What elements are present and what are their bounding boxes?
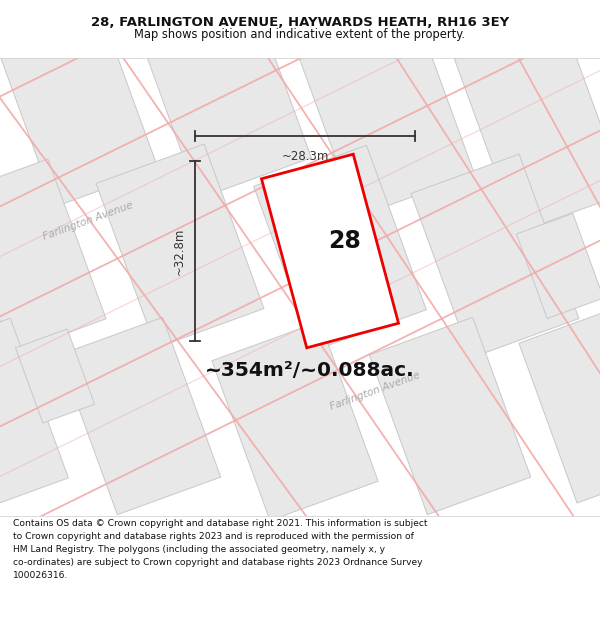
- Polygon shape: [0, 318, 68, 514]
- Polygon shape: [411, 154, 579, 358]
- Polygon shape: [262, 154, 398, 348]
- Polygon shape: [0, 159, 106, 353]
- Polygon shape: [139, 0, 311, 199]
- Polygon shape: [369, 318, 531, 514]
- Text: ~32.8m: ~32.8m: [173, 228, 186, 275]
- Polygon shape: [59, 318, 221, 514]
- Polygon shape: [212, 321, 378, 521]
- Polygon shape: [295, 5, 475, 217]
- Text: 28, FARLINGTON AVENUE, HAYWARDS HEATH, RH16 3EY: 28, FARLINGTON AVENUE, HAYWARDS HEATH, R…: [91, 16, 509, 29]
- Text: ~28.3m: ~28.3m: [281, 150, 329, 163]
- Text: 28: 28: [329, 229, 361, 253]
- Polygon shape: [454, 19, 600, 232]
- Polygon shape: [517, 214, 600, 319]
- Text: Farlington Avenue: Farlington Avenue: [41, 200, 134, 242]
- Polygon shape: [519, 309, 600, 503]
- Text: ~354m²/~0.088ac.: ~354m²/~0.088ac.: [205, 361, 415, 381]
- Text: Contains OS data © Crown copyright and database right 2021. This information is : Contains OS data © Crown copyright and d…: [13, 519, 428, 579]
- Text: Farlington Avenue: Farlington Avenue: [329, 370, 421, 412]
- Polygon shape: [96, 144, 264, 348]
- Polygon shape: [16, 329, 95, 423]
- Text: Map shows position and indicative extent of the property.: Map shows position and indicative extent…: [134, 28, 466, 41]
- Polygon shape: [254, 145, 427, 351]
- Polygon shape: [0, 0, 158, 207]
